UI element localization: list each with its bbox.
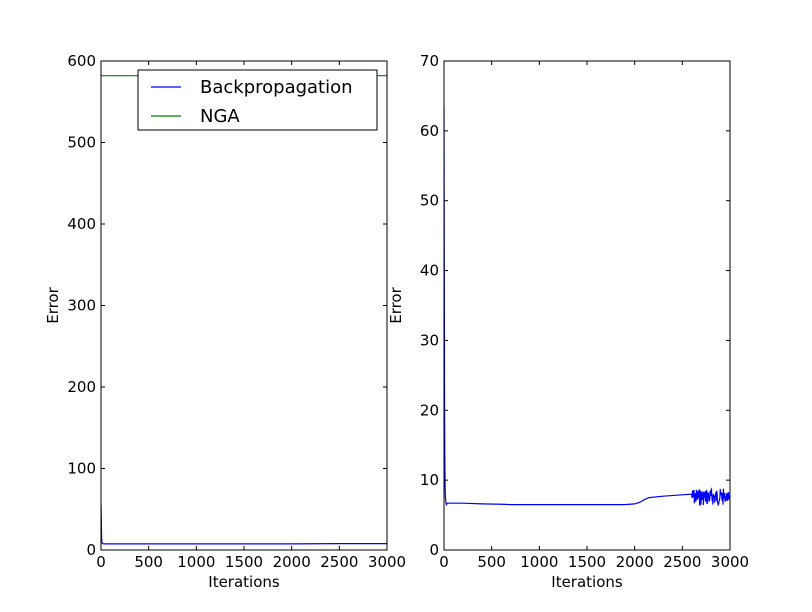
right-y-axis-label: Error [387, 286, 405, 323]
left-legend: Backpropagation NGA [137, 69, 378, 131]
left-axes-frame [100, 60, 388, 551]
left-x-tick-label: 1000 [177, 553, 215, 571]
right-y-tick-label: 60 [420, 122, 439, 140]
right-y-tick-label: 50 [420, 192, 439, 210]
right-y-tick-label: 40 [420, 262, 439, 280]
right-x-axis-label: Iterations [551, 573, 623, 591]
left-x-tick-label: 0 [96, 553, 106, 571]
left-series-backpropagation-line [101, 503, 387, 545]
right-chart: 0 500 1000 1500 2000 2500 3000 0 10 20 30 40 50 60 70 I… [387, 52, 749, 591]
right-y-tick-label: 70 [420, 52, 439, 70]
right-x-tick-label: 500 [477, 553, 506, 571]
right-y-tick-label: 0 [429, 541, 439, 559]
left-x-tick-label: 500 [134, 553, 163, 571]
left-y-tick-label: 0 [86, 541, 96, 559]
legend-label-backpropagation: Backpropagation [200, 77, 353, 98]
right-y-tick-label: 30 [420, 331, 439, 349]
legend-box [137, 69, 378, 131]
right-x-tick-label: 1500 [568, 553, 606, 571]
left-y-tick-label: 600 [67, 52, 96, 70]
legend-label-nga: NGA [200, 106, 240, 127]
left-x-axis-label: Iterations [208, 573, 280, 591]
left-chart: 0 500 1000 1500 2000 2500 3000 0 100 200 300 400 500… [44, 52, 406, 591]
left-x-tick-label: 1500 [225, 553, 263, 571]
right-y-tick-label: 20 [420, 401, 439, 419]
left-x-tick-label: 2000 [273, 553, 311, 571]
right-series-series-0-line [444, 106, 730, 507]
right-x-tick-label: 1000 [520, 553, 558, 571]
right-y-tick-label: 10 [420, 471, 439, 489]
left-y-tick-label: 200 [67, 378, 96, 396]
right-x-tick-label: 3000 [711, 553, 749, 571]
left-x-tick-label: 3000 [368, 553, 406, 571]
left-y-axis-label: Error [44, 286, 62, 323]
right-x-tick-label: 2500 [663, 553, 701, 571]
left-y-tick-label: 400 [67, 215, 96, 233]
left-y-tick-label: 500 [67, 134, 96, 152]
right-axes-frame [443, 60, 731, 551]
left-y-tick-label: 100 [67, 460, 96, 478]
left-y-tick-label: 300 [67, 297, 96, 315]
right-x-tick-label: 0 [439, 553, 449, 571]
left-x-tick-label: 2500 [320, 553, 358, 571]
right-x-tick-label: 2000 [616, 553, 654, 571]
